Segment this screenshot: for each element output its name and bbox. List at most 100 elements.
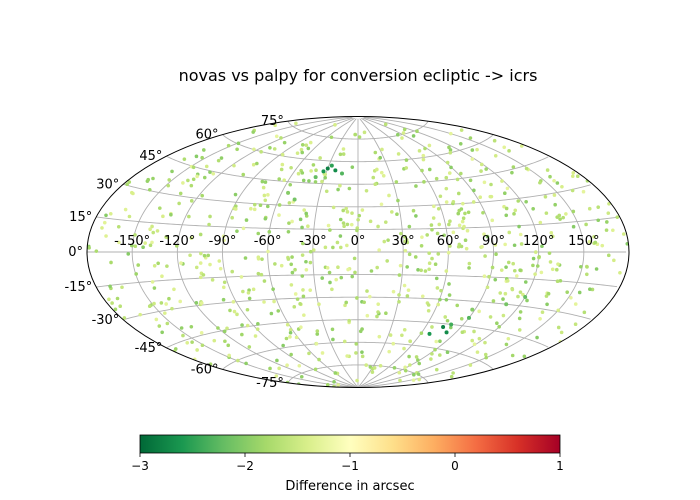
- data-point: [182, 157, 187, 161]
- data-point: [422, 180, 426, 184]
- data-point: [429, 223, 434, 227]
- data-point: [558, 217, 562, 221]
- data-point: [411, 378, 416, 382]
- data-point: [117, 240, 121, 245]
- data-point: [273, 262, 277, 266]
- data-point: [263, 198, 268, 203]
- x-tick-label: -120°: [159, 234, 195, 249]
- data-point: [307, 351, 311, 356]
- data-point: [416, 372, 421, 376]
- data-point: [329, 163, 334, 168]
- data-point: [181, 181, 185, 185]
- data-point: [315, 329, 320, 333]
- data-point: [122, 316, 127, 320]
- data-point: [201, 273, 206, 277]
- data-point: [263, 180, 268, 184]
- data-point: [457, 242, 462, 247]
- data-point: [531, 207, 535, 211]
- data-point: [108, 211, 113, 216]
- data-point: [151, 176, 155, 181]
- parallel-line: [123, 183, 591, 208]
- data-point: [123, 207, 128, 212]
- data-point: [241, 226, 246, 231]
- data-point: [555, 267, 559, 272]
- data-point: [113, 307, 118, 312]
- data-point: [127, 214, 132, 219]
- data-point: [512, 243, 517, 248]
- data-point: [289, 283, 294, 287]
- data-point: [343, 303, 347, 308]
- data-point: [423, 146, 427, 151]
- data-point: [600, 243, 605, 248]
- data-point: [241, 289, 245, 294]
- data-point: [306, 224, 310, 229]
- data-point: [324, 189, 329, 194]
- data-point: [381, 173, 386, 178]
- data-point: [345, 243, 349, 248]
- data-point: [163, 311, 167, 315]
- data-point: [538, 220, 543, 225]
- data-point: [502, 145, 507, 150]
- data-point: [127, 180, 132, 184]
- data-point: [417, 377, 421, 382]
- data-point: [448, 244, 452, 248]
- data-point: [457, 223, 462, 228]
- data-point: [497, 324, 501, 329]
- data-point: [170, 306, 174, 311]
- data-point: [313, 367, 318, 372]
- colorbar-tick-label: 1: [556, 459, 564, 473]
- data-point: [383, 122, 388, 127]
- data-point: [477, 309, 481, 314]
- data-point: [459, 128, 464, 132]
- data-point: [559, 330, 564, 335]
- data-point: [431, 216, 436, 220]
- data-point: [347, 186, 352, 191]
- data-point: [336, 383, 341, 387]
- data-point: [461, 201, 465, 206]
- data-point: [331, 337, 335, 342]
- data-point: [210, 278, 215, 282]
- data-point: [507, 149, 511, 153]
- x-tick-label: 150°: [568, 234, 599, 249]
- data-point: [538, 180, 542, 185]
- x-tick-label: -150°: [114, 234, 150, 249]
- data-point: [571, 171, 576, 175]
- data-point: [420, 235, 424, 239]
- data-point: [403, 365, 407, 370]
- colorbar-tick-label: 0: [451, 459, 459, 473]
- data-point: [403, 239, 407, 244]
- data-point: [607, 201, 611, 206]
- data-point: [468, 363, 473, 367]
- data-point: [447, 282, 451, 286]
- data-point: [376, 302, 381, 306]
- data-point: [260, 179, 265, 184]
- data-point: [156, 261, 160, 266]
- data-point: [588, 287, 592, 291]
- data-point: [376, 224, 380, 229]
- data-point: [540, 244, 544, 249]
- data-point: [448, 219, 452, 223]
- data-point: [403, 234, 407, 239]
- data-point: [349, 222, 354, 227]
- data-point: [604, 228, 609, 232]
- data-point: [382, 239, 387, 244]
- data-point: [340, 171, 344, 176]
- data-point: [327, 270, 332, 275]
- data-point: [300, 171, 305, 175]
- data-point: [364, 363, 369, 367]
- data-point: [511, 261, 515, 266]
- data-point: [329, 135, 334, 140]
- data-point: [356, 217, 360, 222]
- data-point: [414, 214, 418, 218]
- data-point: [592, 234, 596, 239]
- data-point: [398, 263, 403, 268]
- data-point: [285, 322, 290, 327]
- data-point: [380, 147, 384, 152]
- data-point: [189, 183, 194, 188]
- data-point: [472, 342, 477, 347]
- data-point: [204, 164, 209, 169]
- data-point: [447, 222, 451, 227]
- data-point: [535, 335, 539, 340]
- data-point: [191, 165, 196, 170]
- data-point: [245, 307, 250, 312]
